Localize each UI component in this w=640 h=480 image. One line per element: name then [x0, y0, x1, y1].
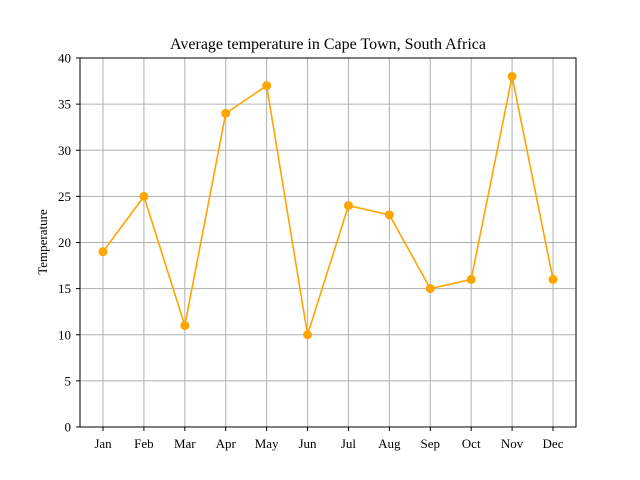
x-tick-label: Apr — [216, 436, 237, 451]
grid-lines — [80, 57, 576, 428]
x-tick-label: Sep — [421, 436, 441, 451]
x-tick-label: May — [255, 436, 279, 451]
y-axis-ticks: 0 5 10 15 20 25 30 35 40 — [58, 51, 80, 435]
y-tick-label: 30 — [58, 143, 71, 158]
y-tick-label: 15 — [58, 281, 71, 296]
y-tick-label: 25 — [58, 189, 71, 204]
temperature-points — [98, 71, 558, 340]
x-tick-label: Aug — [378, 436, 401, 451]
data-point-oct — [466, 274, 476, 284]
data-point-aug — [384, 210, 394, 220]
temperature-series-line — [102, 76, 554, 335]
data-point-feb — [139, 191, 149, 201]
y-tick-label: 10 — [58, 327, 71, 342]
data-point-jan — [98, 247, 108, 257]
chart-title: Average temperature in Cape Town, South … — [170, 36, 486, 53]
x-tick-label: Nov — [501, 436, 524, 451]
data-point-dec — [548, 274, 558, 284]
x-tick-label: Jun — [299, 436, 318, 451]
x-tick-label: Mar — [174, 436, 196, 451]
data-point-mar — [180, 321, 190, 331]
data-point-jun — [303, 330, 313, 340]
data-point-may — [262, 81, 272, 91]
x-axis-ticks: Jan Feb Mar Apr May Jun Jul Aug Sep Oct Nov Dec — [94, 427, 564, 451]
y-tick-label: 20 — [58, 235, 71, 250]
y-tick-label: 35 — [58, 97, 71, 112]
data-point-nov — [507, 71, 517, 81]
y-axis-label: Temperature — [35, 209, 50, 275]
x-tick-label: Jan — [94, 436, 112, 451]
data-point-jul — [343, 201, 353, 211]
x-tick-label: Oct — [462, 436, 481, 451]
data-point-apr — [221, 108, 231, 118]
x-tick-label: Feb — [134, 436, 154, 451]
x-tick-label: Dec — [543, 436, 564, 451]
data-point-sep — [425, 284, 435, 294]
x-tick-label: Jul — [341, 436, 357, 451]
y-tick-label: 40 — [58, 51, 71, 66]
y-tick-label: 0 — [65, 420, 72, 435]
y-tick-label: 5 — [65, 373, 72, 388]
